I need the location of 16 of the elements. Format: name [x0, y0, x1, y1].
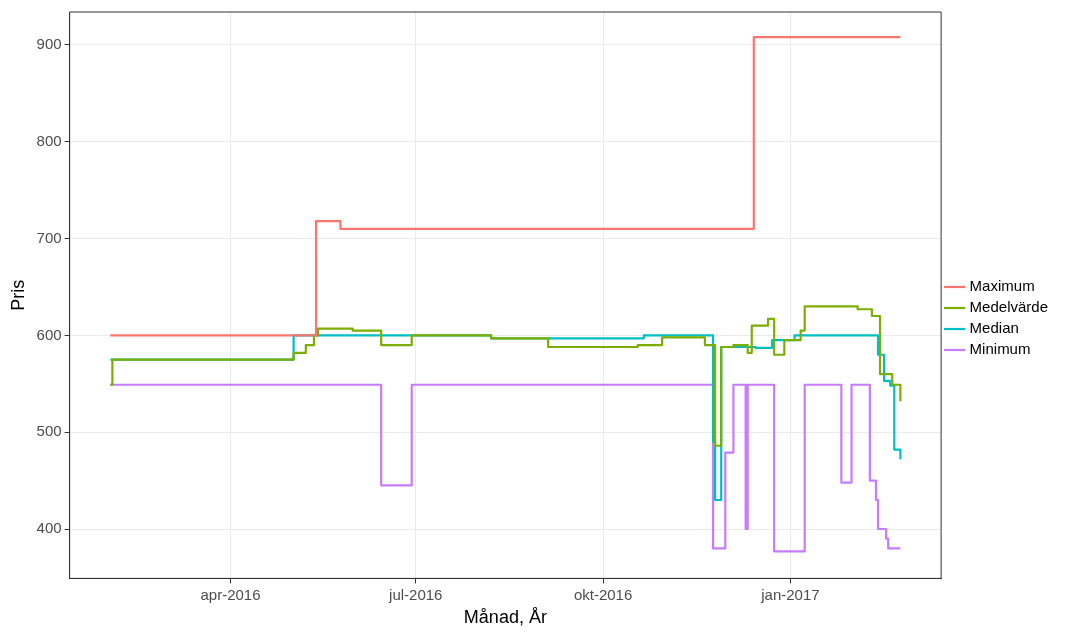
y-tick-label: 600 [36, 325, 62, 343]
y-tick-label: 800 [36, 131, 62, 149]
y-tick-label: 700 [36, 228, 62, 246]
y-tick-label: 400 [36, 519, 62, 537]
legend-label: Medelvärde [969, 298, 1049, 316]
y-tick-label: 900 [36, 35, 62, 53]
x-tick-label: apr-2016 [200, 585, 261, 603]
x-tick-label: okt-2016 [573, 585, 633, 603]
y-axis-title: Pris [7, 279, 28, 311]
x-tick-label: jul-2016 [388, 585, 443, 603]
y-tick-label: 500 [36, 422, 62, 440]
legend-label: Median [969, 319, 1019, 337]
x-axis-title: Månad, År [463, 607, 547, 628]
x-tick-label: jan-2017 [760, 585, 820, 603]
legend-label: Minimum [969, 340, 1031, 358]
legend-label: Maximum [969, 277, 1035, 295]
